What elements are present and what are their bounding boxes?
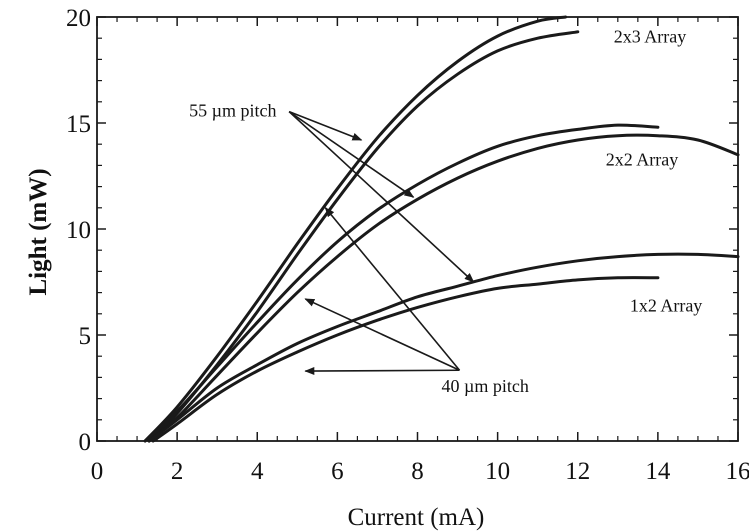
- annotation-label: 2x3 Array: [614, 26, 686, 46]
- y-tick-label: 5: [79, 323, 92, 350]
- series-line-4: [147, 133, 740, 443]
- y-tick-label: 15: [66, 111, 91, 138]
- x-tick-label: 10: [485, 458, 510, 485]
- annotation-arrow: [304, 298, 460, 371]
- x-tick-label: 14: [645, 458, 671, 485]
- series-layer: [143, 15, 740, 443]
- series-line-6: [151, 276, 660, 443]
- y-axis: 0 5 10 15 20: [66, 5, 738, 456]
- annotation-label: 2x2 Array: [606, 149, 678, 169]
- y-tick-label: 10: [66, 217, 91, 244]
- annotation-layer: 2x3 Array 2x2 Array 1x2 Array 55 µm pitch 40…: [189, 26, 702, 396]
- series-line-5: [147, 252, 740, 443]
- x-axis: 0 2 4 6 8 10 12 14 16: [91, 17, 749, 485]
- x-tick-label: 6: [331, 458, 344, 485]
- x-tick-label: 2: [171, 458, 184, 485]
- annotation-arrow: [304, 366, 460, 375]
- annotation-label: 40 µm pitch: [442, 376, 529, 396]
- annotation-arrow: [324, 207, 461, 371]
- x-tick-label: 4: [251, 458, 264, 485]
- x-tick-label: 0: [91, 458, 104, 485]
- plot-area-border: [96, 16, 739, 442]
- x-axis-title: Current (mA): [348, 504, 485, 531]
- annotation-arrow: [288, 110, 363, 141]
- y-axis-title: Light (mW): [25, 168, 52, 295]
- y-tick-label: 0: [79, 429, 92, 456]
- series-line-1: [143, 15, 568, 443]
- x-tick-label: 8: [411, 458, 424, 485]
- y-tick-label: 20: [66, 5, 91, 32]
- annotation-arrow: [288, 110, 415, 198]
- series-line-3: [143, 123, 660, 443]
- x-tick-label: 12: [565, 458, 590, 485]
- annotation-label: 1x2 Array: [630, 296, 702, 316]
- x-tick-label: 16: [726, 458, 749, 485]
- annotation-arrow: [288, 111, 475, 283]
- annotation-label: 55 µm pitch: [189, 101, 276, 121]
- plot-frame: [96, 16, 739, 442]
